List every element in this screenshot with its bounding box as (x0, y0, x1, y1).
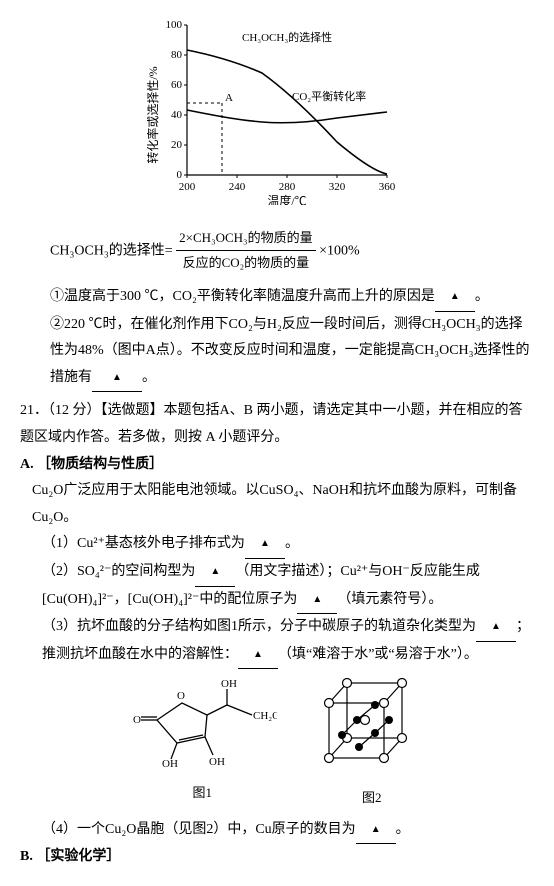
question-21-head: 21．（12 分）【选做题】本题包括A、B 两小题，请选定其中一小题，并在相应的… (20, 398, 534, 451)
A2a-text: （2）SO₄²⁻的空间构型为 (42, 564, 195, 579)
chart-container: 0 20 40 60 80 100 200 240 280 320 360 (20, 15, 534, 216)
blank (195, 559, 235, 587)
svg-text:A: A (225, 92, 233, 104)
svg-text:转化率或选择性/%: 转化率或选择性/% (147, 66, 160, 163)
svg-text:100: 100 (166, 19, 183, 31)
period: 。 (475, 289, 489, 304)
A-3: （3）抗坏血酸的分子结构如图1所示，分子中碳原子的轨道杂化类型为；推测抗坏血酸在… (42, 614, 534, 669)
option-A-head: A. ［物质结构与性质］ (20, 452, 534, 479)
blank (297, 587, 337, 615)
A-head-text: A. ［物质结构与性质］ (20, 457, 163, 472)
A-intro: Cu₂O广泛应用于太阳能电池领域。以CuSO₄、NaOH和抗坏血酸为原料，可制备… (32, 478, 534, 531)
blank (92, 365, 142, 393)
svg-text:CH₂OH: CH₂OH (253, 710, 277, 722)
fig1-caption: 图1 (127, 781, 277, 806)
svg-text:60: 60 (171, 79, 183, 91)
A1-text: （1）Cu²⁺基态核外电子排布式为 (42, 536, 245, 551)
selectivity-formula: CH₃OCH₃的选择性= 2×CH₃OCH₃的物质的量 反应的CO₂的物质的量 … (50, 226, 534, 276)
svg-text:OH: OH (221, 678, 237, 690)
option-B-head: B. ［实验化学］ (20, 844, 534, 871)
sub-question-1: ①温度高于300 ℃，CO₂平衡转化率随温度升高而上升的原因是 。 (50, 284, 534, 312)
A2c-text: （填元素符号）。 (337, 592, 442, 607)
q21-text: 21．（12 分）【选做题】本题包括A、B 两小题，请选定其中一小题，并在相应的… (20, 403, 522, 445)
fraction: 2×CH₃OCH₃的物质的量 反应的CO₂的物质的量 (176, 226, 315, 276)
svg-text:320: 320 (329, 181, 346, 193)
svg-text:0: 0 (177, 169, 183, 181)
blank (356, 817, 396, 845)
period: 。 (396, 822, 410, 837)
figure-2: 图2 (317, 675, 427, 810)
svg-text:280: 280 (279, 181, 296, 193)
A3c-text: （填“难溶于水”或“易溶于水”）。 (278, 647, 478, 662)
svg-text:80: 80 (171, 49, 183, 61)
svg-text:200: 200 (179, 181, 196, 193)
A-2: （2）SO₄²⁻的空间构型为（用文字描述）；Cu²⁺与OH⁻反应能生成[Cu(O… (42, 559, 534, 614)
blank (435, 284, 475, 312)
svg-text:240: 240 (229, 181, 246, 193)
formula-lhs: CH₃OCH₃的选择性= (50, 243, 173, 258)
p1-text: ①温度高于300 ℃，CO₂平衡转化率随温度升高而上升的原因是 (50, 289, 435, 304)
svg-text:O: O (177, 690, 185, 702)
figure-row: O O OH CH₂OH OH OH 图1 (20, 675, 534, 810)
A3a-text: （3）抗坏血酸的分子结构如图1所示，分子中碳原子的轨道杂化类型为 (42, 619, 476, 634)
A4a-text: （4）一个Cu₂O晶胞（见图2）中，Cu原子的数目为 (42, 822, 356, 837)
A-1: （1）Cu²⁺基态核外电子排布式为 。 (42, 531, 534, 559)
sub-question-2: ②220 ℃时，在催化剂作用下CO₂与H₂反应一段时间后，测得CH₃OCH₃的选… (50, 312, 534, 393)
period: 。 (285, 536, 299, 551)
figure-1: O O OH CH₂OH OH OH 图1 (127, 675, 277, 805)
svg-text:360: 360 (379, 181, 396, 193)
molecule-svg: O O OH CH₂OH OH OH (127, 675, 277, 770)
A-intro-text: Cu₂O广泛应用于太阳能电池领域。以CuSO₄、NaOH和抗坏血酸为原料，可制备… (32, 483, 517, 525)
B-head-text: B. ［实验化学］ (20, 849, 120, 864)
A-4: （4）一个Cu₂O晶胞（见图2）中，Cu原子的数目为 。 (42, 817, 534, 845)
svg-text:40: 40 (171, 109, 183, 121)
selectivity-chart: 0 20 40 60 80 100 200 240 280 320 360 (147, 15, 407, 205)
svg-text:CH₃OCH₃的选择性: CH₃OCH₃的选择性 (242, 30, 332, 44)
blank (245, 531, 285, 559)
formula-rhs: ×100% (319, 243, 360, 258)
svg-text:OH: OH (209, 756, 225, 768)
fig2-caption: 图2 (317, 786, 427, 811)
unitcell-svg (317, 675, 427, 775)
svg-text:O: O (133, 714, 141, 726)
svg-text:温度/℃: 温度/℃ (267, 193, 306, 205)
blank (476, 614, 516, 642)
svg-text:OH: OH (162, 758, 178, 770)
blank (238, 642, 278, 670)
period: 。 (142, 370, 156, 385)
svg-text:CO₂平衡转化率: CO₂平衡转化率 (292, 89, 366, 103)
svg-text:20: 20 (171, 139, 183, 151)
